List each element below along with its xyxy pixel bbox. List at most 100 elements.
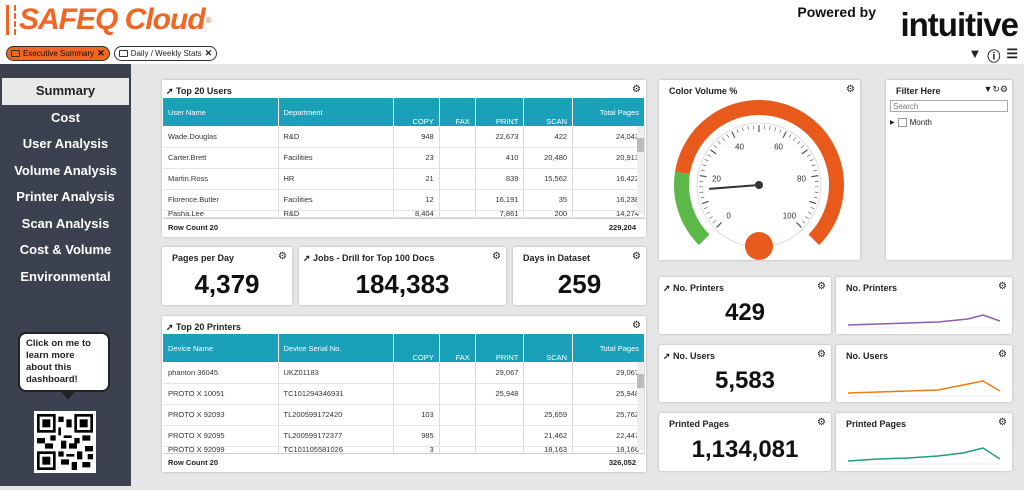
- gauge-tick: [807, 211, 812, 215]
- gear-icon[interactable]: ⚙: [632, 320, 641, 331]
- gauge-tick: [731, 131, 736, 139]
- table-row[interactable]: Wade.Douglas R&D 948 22,673 422 24,043: [163, 126, 645, 148]
- filter-panel: Filter Here ▼↻⚙ ▶Month: [886, 80, 1012, 260]
- gauge-tick: [726, 134, 730, 138]
- gauge-tick: [699, 191, 704, 193]
- checkbox[interactable]: [897, 118, 907, 127]
- table-row[interactable]: PROTO X 92099 TC101105581026 3 18,163 18,166: [163, 445, 645, 454]
- sidebar-item-scan-analysis[interactable]: Scan Analysis: [21, 215, 110, 231]
- printed-pages-card[interactable]: Printed Pages ⚙ 1,134,081: [659, 413, 831, 471]
- gear-icon[interactable]: ⚙: [846, 84, 855, 95]
- gauge-tick: [813, 196, 818, 199]
- users-sparkline-card: No. Users ⚙: [836, 345, 1012, 402]
- gear-icon[interactable]: ⚙: [817, 349, 826, 360]
- gauge-tick: [810, 206, 815, 210]
- gauge-tick: [703, 206, 708, 210]
- scrollbar[interactable]: [637, 362, 644, 450]
- tab-executive-summary[interactable]: Executive Summary ✕: [6, 46, 110, 61]
- tab-daily-weekly-stats[interactable]: Daily / Weekly Stats ✕: [113, 46, 218, 61]
- filter-item-month[interactable]: ▶ Month: [890, 118, 932, 127]
- gauge-tick: [747, 126, 749, 131]
- printed-pages-value: 1,134,081: [691, 436, 799, 463]
- printed-sparkline: [848, 447, 1000, 465]
- scrollbar[interactable]: [637, 126, 644, 214]
- gear-icon[interactable]: ⚙: [817, 417, 826, 428]
- gauge-tick-label: 100: [783, 211, 797, 220]
- folder-icon: [11, 50, 20, 57]
- filter-search-input[interactable]: [890, 100, 1008, 112]
- no-printers-card[interactable]: ➚ No. Printers ⚙ 429: [659, 277, 831, 334]
- gauge-tick: [706, 211, 711, 215]
- gear-icon[interactable]: ⚙: [998, 349, 1007, 360]
- filter-tools[interactable]: ▼↻⚙: [983, 84, 1008, 94]
- gauge-tick: [736, 129, 739, 134]
- row-count-footer: Row Count 20 326,052: [163, 453, 645, 471]
- gauge-tick-label: 40: [735, 143, 744, 152]
- qr-code[interactable]: [34, 411, 96, 473]
- sidebar-item-summary[interactable]: Summary: [2, 78, 129, 105]
- help-icon[interactable]: ⓘ: [987, 49, 1001, 64]
- gauge-tick: [716, 222, 722, 228]
- expand-icon[interactable]: ▶: [890, 120, 895, 126]
- gear-icon[interactable]: ⚙: [278, 251, 287, 262]
- gauge-tick: [710, 149, 717, 155]
- users-sparkline: [848, 380, 1000, 397]
- sidebar-item-cost[interactable]: Cost: [51, 109, 80, 125]
- pages-per-day-card[interactable]: Pages per Day ⚙ 4,379: [162, 247, 292, 305]
- gauge-tick: [813, 169, 818, 172]
- table-row[interactable]: PROTO X 10051 TC101294346931 25,948 25,948: [163, 383, 645, 405]
- gauge-tick: [700, 196, 705, 199]
- table-row[interactable]: PROTO X 92093 TL200599172420 103 25,659 25,7…: [163, 404, 645, 426]
- sidebar-item-printer-analysis[interactable]: Printer Analysis: [16, 189, 115, 204]
- gauge-tick: [769, 126, 771, 131]
- printers-sparkline: [848, 314, 1000, 329]
- sidebar-item-cost-volume[interactable]: Cost & Volume: [19, 242, 112, 257]
- table-row[interactable]: Martin.Ross HR 21 839 15,562 16,422: [163, 168, 645, 190]
- gauge-tick: [713, 145, 718, 149]
- help-callout[interactable]: Click on me to learn more about this das…: [18, 332, 110, 400]
- days-card[interactable]: Days in Dataset ⚙ 259: [513, 247, 646, 305]
- safeq-logo: SAFEQ Cloud ®: [6, 2, 212, 38]
- gear-icon[interactable]: ⚙: [632, 84, 641, 95]
- folder-icon: [118, 50, 128, 57]
- gear-icon[interactable]: ⚙: [632, 251, 641, 262]
- table-row[interactable]: Florence.Butler Facilities 12 16,191 35 16,23…: [163, 189, 645, 211]
- gauge-tick: [779, 129, 782, 134]
- no-users-card[interactable]: ➚ No. Users ⚙ 5,583: [659, 345, 831, 402]
- table-row[interactable]: PROTO X 92095 TL200599172377 985 21,462 22,4…: [163, 425, 645, 447]
- row-count-footer: Row Count 20 229,204: [163, 218, 645, 236]
- no-printers-value: 429: [724, 299, 766, 326]
- gauge-tick: [814, 191, 819, 193]
- jobs-value: 184,383: [355, 269, 450, 299]
- gauge-tick-label: 60: [774, 143, 783, 152]
- close-icon[interactable]: ✕: [97, 48, 105, 58]
- top-users-table: User Name Department COPY FAX PRINT SCAN Total…: [163, 98, 645, 218]
- gauge-tick: [709, 216, 713, 219]
- table-row[interactable]: Pasha.Lee R&D 8,404 7,861 200 14,274: [163, 209, 645, 218]
- top-users-title: ➚ Top 20 Users: [166, 86, 232, 96]
- gauge-tick: [700, 169, 705, 172]
- top-bar: SAFEQ Cloud ® Powered by intuitive Execut…: [0, 0, 1024, 64]
- sidebar-item-user-analysis[interactable]: User Analysis: [22, 136, 109, 151]
- gauge-tick: [796, 222, 802, 228]
- color-volume-gauge: 0 20 40 60 80 100: [674, 100, 844, 260]
- filter-icon[interactable]: ▼: [968, 46, 982, 61]
- table-row[interactable]: Carter.Brett Facilities 23 410 20,480 20,913: [163, 147, 645, 169]
- sidebar-item-volume-analysis[interactable]: Volume Analysis: [14, 162, 117, 178]
- gauge-tick: [793, 137, 797, 141]
- gauge-tick: [741, 127, 744, 132]
- gear-icon[interactable]: ⚙: [998, 417, 1007, 428]
- table-row[interactable]: phanton 36045 UKZ01183 29,067 29,067: [163, 362, 645, 384]
- close-icon[interactable]: ✕: [204, 48, 213, 58]
- powered-by-label: Powered by: [797, 4, 876, 20]
- sidebar-item-environmental[interactable]: Environmental: [20, 268, 111, 284]
- gauge-tick: [805, 216, 809, 219]
- menu-icon[interactable]: ☰: [1006, 46, 1018, 61]
- gear-icon[interactable]: ⚙: [492, 251, 501, 262]
- gear-icon[interactable]: ⚙: [998, 281, 1007, 292]
- jobs-card[interactable]: ➚ Jobs - Drill for Top 100 Docs ⚙ 184,383: [299, 247, 506, 305]
- gear-icon[interactable]: ⚙: [817, 281, 826, 292]
- gauge-tick: [782, 131, 787, 139]
- pages-per-day-value: 4,379: [194, 269, 260, 299]
- sidebar: Summary Cost User Analysis Volume Analys…: [0, 64, 131, 486]
